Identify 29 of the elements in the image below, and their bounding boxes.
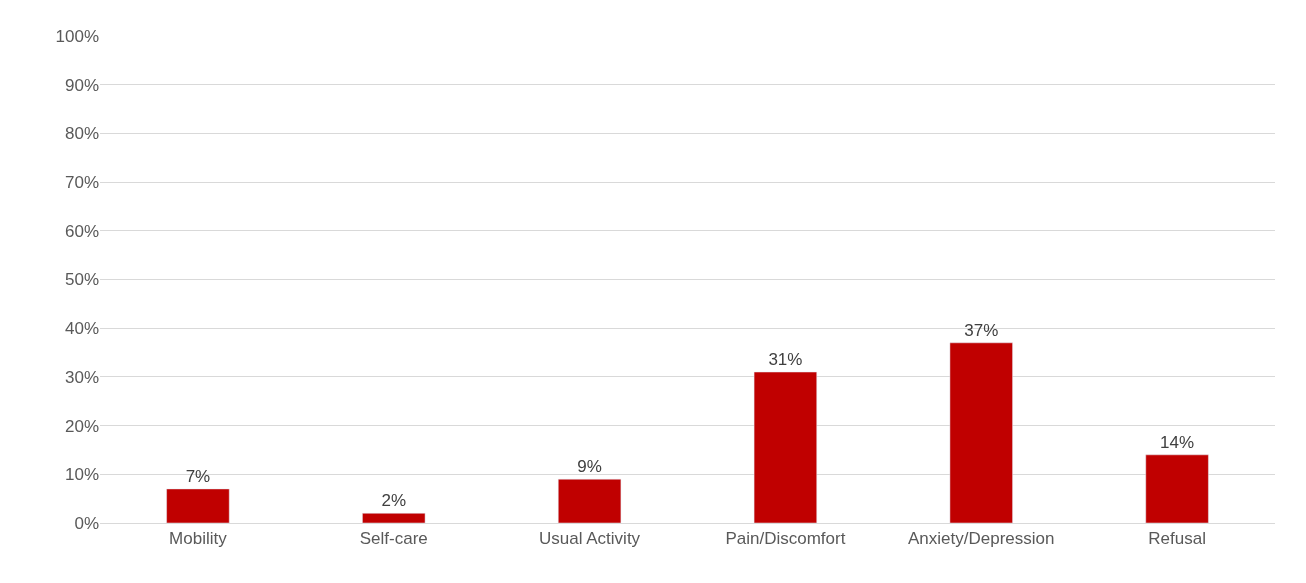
data-label: 9% bbox=[577, 457, 602, 477]
x-tick-label: Pain/Discomfort bbox=[725, 529, 846, 549]
x-tick-label: Refusal bbox=[1148, 529, 1206, 549]
bar bbox=[362, 513, 426, 523]
y-tick-label: 90% bbox=[64, 75, 99, 95]
y-tick-label: 10% bbox=[64, 465, 99, 485]
bar bbox=[558, 478, 622, 523]
y-tick-label: 40% bbox=[64, 319, 99, 339]
data-label: 2% bbox=[381, 491, 407, 511]
y-tick-label: 50% bbox=[64, 270, 99, 290]
y-tick-label: 20% bbox=[64, 416, 99, 436]
bar bbox=[753, 371, 817, 523]
data-label: 31% bbox=[768, 350, 803, 370]
y-tick-label: 100% bbox=[55, 26, 99, 46]
x-tick-label: Anxiety/Depression bbox=[908, 529, 1055, 549]
bar bbox=[166, 488, 230, 523]
bar bbox=[1145, 454, 1209, 523]
data-label: 14% bbox=[1160, 432, 1195, 452]
y-tick-label: 70% bbox=[64, 173, 99, 193]
bar bbox=[949, 342, 1013, 523]
x-tick-label: Mobility bbox=[169, 529, 228, 549]
y-tick-label: 0% bbox=[74, 513, 99, 533]
data-label: 37% bbox=[964, 320, 999, 340]
y-tick-label: 60% bbox=[64, 221, 99, 241]
x-tick-label: Self-care bbox=[359, 529, 428, 549]
y-tick-label: 80% bbox=[64, 124, 99, 144]
y-tick-label: 30% bbox=[64, 367, 99, 387]
x-tick-label: Usual Activity bbox=[539, 529, 641, 549]
data-label: 7% bbox=[185, 466, 211, 486]
